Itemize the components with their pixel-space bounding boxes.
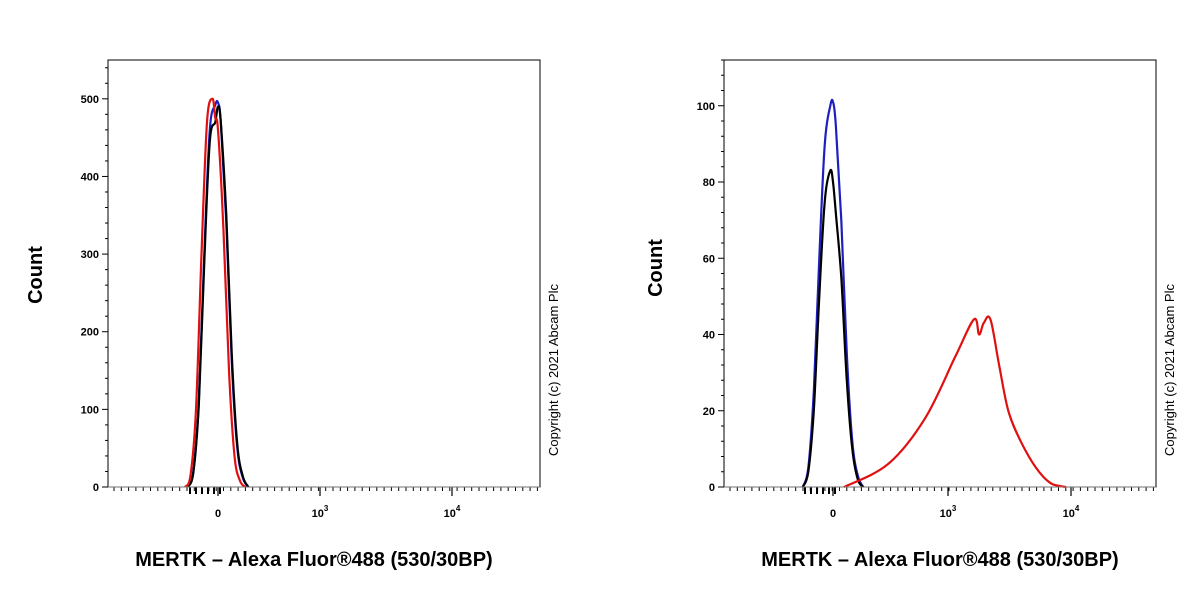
x-tick-label: 103 bbox=[940, 504, 957, 520]
y-tick-label: 80 bbox=[703, 177, 715, 189]
y-axis-label: Count bbox=[25, 246, 47, 304]
copyright-annotation: Copyright (c) 2021 Abcam Plc bbox=[546, 284, 561, 456]
histogram-panel-right: 0 20 40 60 80 100 0 103 104 Count MERTK – Alexa Fl… bbox=[645, 59, 1177, 571]
y-tick-label: 40 bbox=[703, 330, 715, 342]
y-tick-label: 100 bbox=[81, 404, 99, 416]
y-tick-label: 400 bbox=[81, 171, 99, 183]
y-tick-label: 0 bbox=[709, 482, 715, 494]
x-axis-label: MERTK – Alexa Fluor®488 (530/30BP) bbox=[761, 549, 1118, 571]
x-axis-label: MERTK – Alexa Fluor®488 (530/30BP) bbox=[135, 549, 492, 571]
y-tick-label: 200 bbox=[81, 327, 99, 339]
plot-frame bbox=[107, 59, 541, 488]
y-tick-label: 500 bbox=[81, 94, 99, 106]
histogram-series-line bbox=[184, 97, 247, 488]
x-tick-label: 104 bbox=[1063, 504, 1080, 520]
y-tick-label: 60 bbox=[703, 253, 715, 265]
y-tick-label: 300 bbox=[81, 249, 99, 261]
plot-frame bbox=[723, 59, 1157, 488]
y-tick-label: 20 bbox=[703, 406, 715, 418]
y-axis-label: Count bbox=[645, 239, 667, 297]
histogram-series-line bbox=[801, 168, 865, 488]
x-tick-label: 0 bbox=[830, 508, 836, 520]
y-tick-label: 100 bbox=[697, 101, 715, 113]
histogram-series-line bbox=[186, 105, 250, 488]
copyright-annotation: Copyright (c) 2021 Abcam Plc bbox=[1162, 284, 1177, 456]
histogram-series-line bbox=[843, 315, 1067, 489]
x-tick-label: 0 bbox=[215, 508, 221, 520]
x-tick-label: 104 bbox=[444, 504, 461, 520]
histogram-panel-left: 0 100 200 300 400 500 0 103 104 Count MERTK – Alex… bbox=[25, 59, 561, 571]
y-tick-label: 0 bbox=[93, 482, 99, 494]
x-tick-label: 103 bbox=[312, 504, 329, 520]
